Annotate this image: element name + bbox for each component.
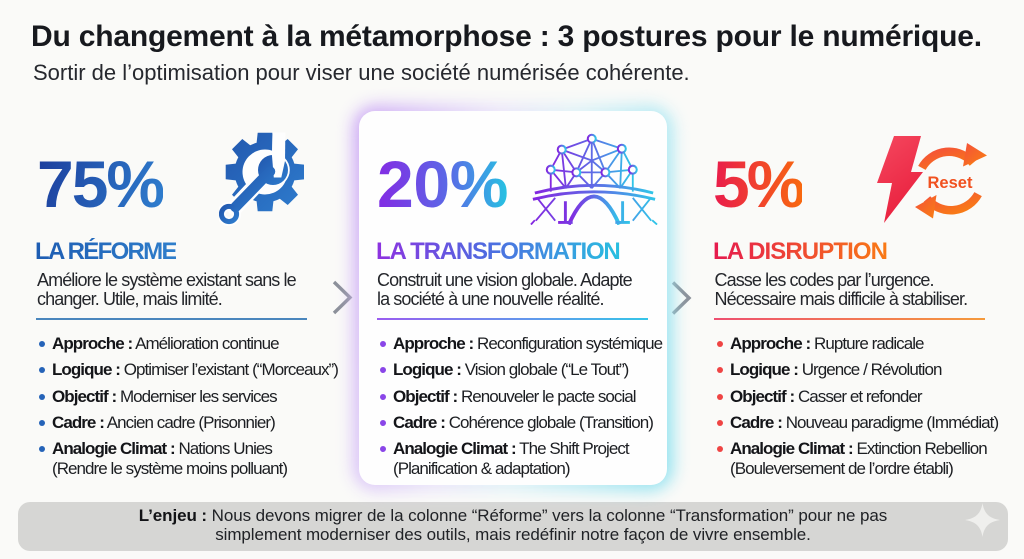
svg-text:Reset: Reset (928, 174, 973, 192)
